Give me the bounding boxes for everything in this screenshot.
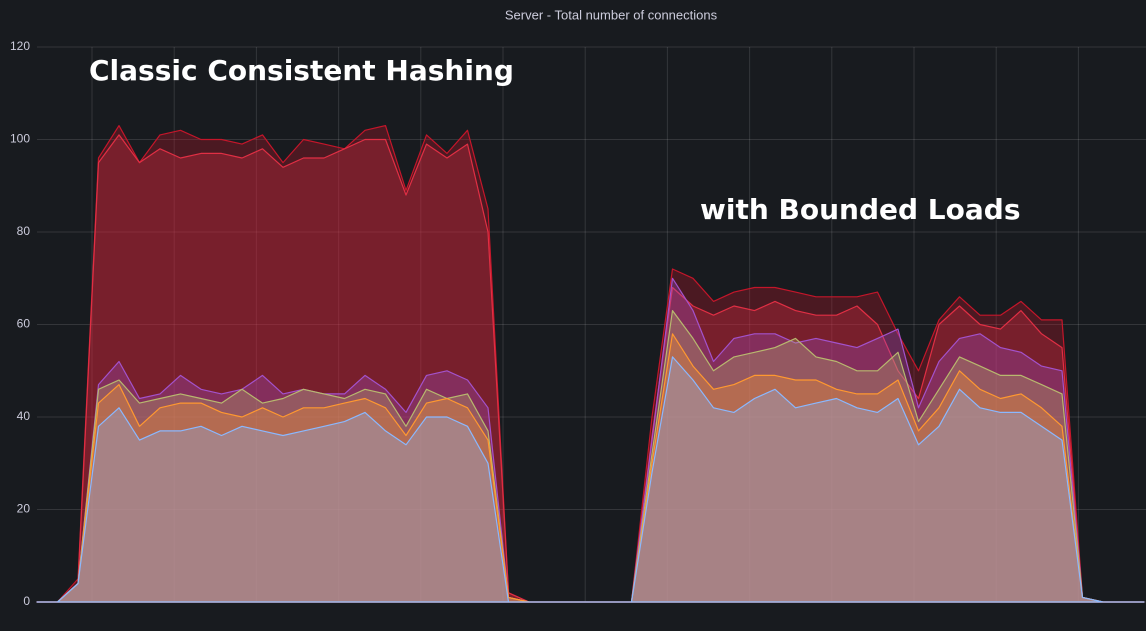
- y-tick-label: 100: [10, 132, 30, 146]
- y-tick-label: 80: [17, 224, 31, 238]
- annotation: Classic Consistent Hashing: [89, 54, 514, 87]
- y-tick-label: 40: [17, 409, 31, 423]
- y-tick-label: 120: [10, 39, 30, 53]
- series-area: [36, 356, 1145, 603]
- chart-title: Server - Total number of connections: [505, 7, 718, 22]
- y-tick-label: 0: [23, 594, 30, 608]
- annotation: with Bounded Loads: [700, 193, 1020, 226]
- y-tick-label: 20: [17, 502, 31, 516]
- areas: [36, 125, 1145, 603]
- y-tick-label: 60: [17, 317, 31, 331]
